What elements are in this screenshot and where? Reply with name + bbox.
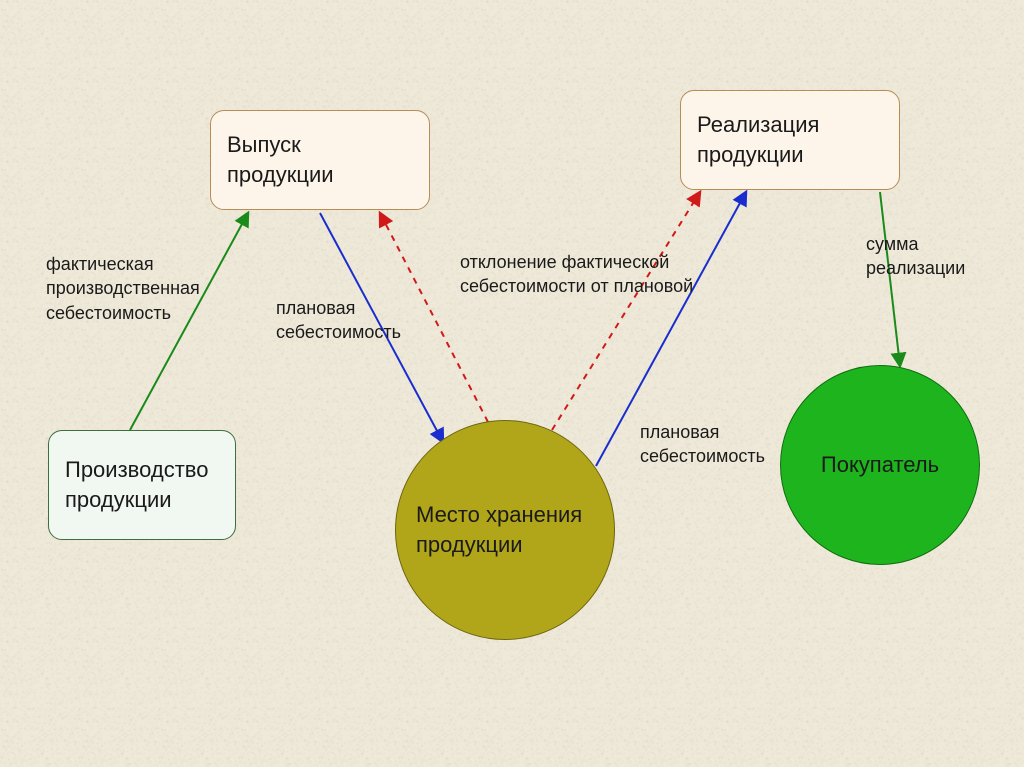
node-production: Производство продукции: [48, 430, 236, 540]
node-output: Выпуск продукции: [210, 110, 430, 210]
edge-label-output-to-storage: плановая себестоимость: [276, 296, 456, 345]
node-realization: Реализация продукции: [680, 90, 900, 190]
edge-label-realization-to-buyer: сумма реализации: [866, 232, 1006, 281]
diagram-canvas: Производство продукции Выпуск продукции Ре…: [0, 0, 1024, 767]
node-buyer: Покупатель: [780, 365, 980, 565]
edge-label-storage-to-realization-plan: плановая себестоимость: [640, 420, 810, 469]
node-storage: Место хранения продукции: [395, 420, 615, 640]
edge-label-storage-to-realization-dev: отклонение фактической себестоимости от …: [460, 250, 720, 299]
edge-label-prod-to-output: фактическая производственная себестоимос…: [46, 252, 246, 325]
edge-storage-to-realization-dev: [552, 192, 700, 430]
